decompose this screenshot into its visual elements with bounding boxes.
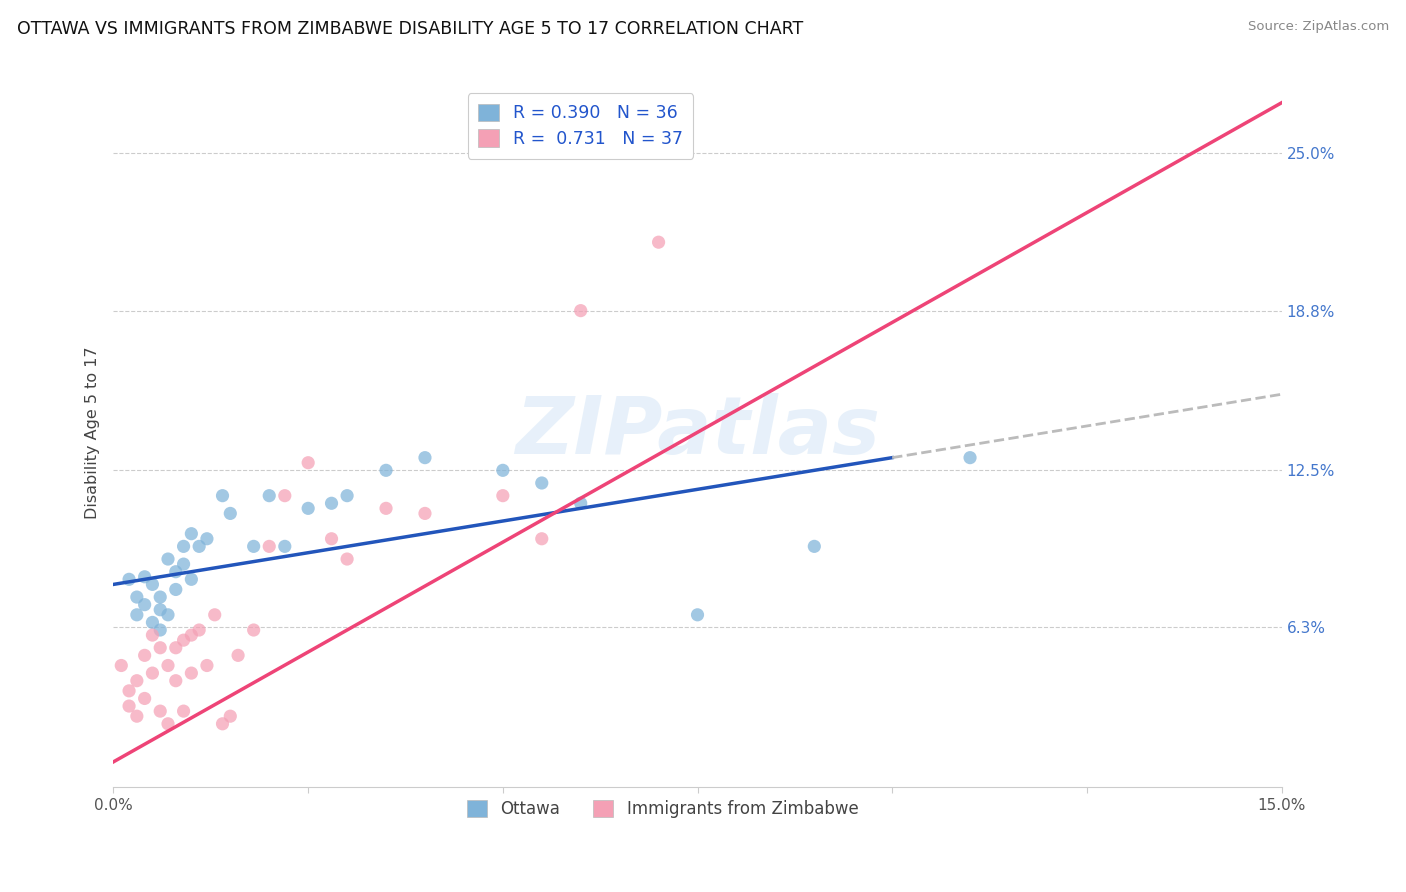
Point [188, 623, 211, 637]
Point [118, 699, 141, 714]
Point [118, 683, 141, 698]
Point [413, 450, 436, 465]
Point [141, 615, 163, 630]
Point [165, 673, 187, 688]
Point [149, 704, 172, 718]
Point [274, 540, 297, 554]
Point [149, 603, 172, 617]
Point [141, 666, 163, 681]
Point [118, 572, 141, 586]
Point [134, 598, 156, 612]
Point [413, 507, 436, 521]
Point [569, 303, 592, 318]
Point [297, 456, 319, 470]
Point [110, 658, 132, 673]
Point [375, 463, 398, 477]
Point [141, 628, 163, 642]
Point [180, 666, 202, 681]
Point [141, 577, 163, 591]
Point [149, 623, 172, 637]
Point [134, 691, 156, 706]
Point [149, 590, 172, 604]
Point [219, 507, 242, 521]
Point [257, 489, 280, 503]
Point [188, 540, 211, 554]
Point [492, 463, 515, 477]
Point [165, 582, 187, 597]
Point [125, 709, 148, 723]
Text: OTTAWA VS IMMIGRANTS FROM ZIMBABWE DISABILITY AGE 5 TO 17 CORRELATION CHART: OTTAWA VS IMMIGRANTS FROM ZIMBABWE DISAB… [17, 20, 803, 37]
Point [226, 648, 249, 663]
Point [149, 640, 172, 655]
Point [257, 540, 280, 554]
Point [959, 450, 981, 465]
Point [375, 501, 398, 516]
Point [173, 557, 195, 571]
Point [173, 633, 195, 648]
Point [180, 572, 202, 586]
Point [180, 526, 202, 541]
Point [195, 532, 218, 546]
Text: ZIPatlas: ZIPatlas [515, 393, 880, 471]
Point [173, 540, 195, 554]
Point [686, 607, 709, 622]
Text: Source: ZipAtlas.com: Source: ZipAtlas.com [1249, 20, 1389, 33]
Point [336, 489, 359, 503]
Point [211, 716, 233, 731]
Point [125, 673, 148, 688]
Point [803, 540, 825, 554]
Point [321, 532, 343, 546]
Point [165, 640, 187, 655]
Point [125, 607, 148, 622]
Point [274, 489, 297, 503]
Point [530, 475, 553, 490]
Point [530, 532, 553, 546]
Point [242, 540, 264, 554]
Point [156, 607, 179, 622]
Point [165, 565, 187, 579]
Legend: Ottawa, Immigrants from Zimbabwe: Ottawa, Immigrants from Zimbabwe [460, 794, 865, 825]
Point [647, 235, 669, 250]
Point [569, 496, 592, 510]
Point [180, 628, 202, 642]
Point [336, 552, 359, 566]
Point [297, 501, 319, 516]
Point [134, 570, 156, 584]
Point [242, 623, 264, 637]
Y-axis label: Disability Age 5 to 17: Disability Age 5 to 17 [86, 346, 100, 518]
Point [204, 607, 226, 622]
Point [492, 489, 515, 503]
Point [219, 709, 242, 723]
Point [321, 496, 343, 510]
Point [173, 704, 195, 718]
Point [134, 648, 156, 663]
Point [211, 489, 233, 503]
Point [156, 552, 179, 566]
Point [125, 590, 148, 604]
Point [156, 658, 179, 673]
Point [156, 716, 179, 731]
Point [195, 658, 218, 673]
